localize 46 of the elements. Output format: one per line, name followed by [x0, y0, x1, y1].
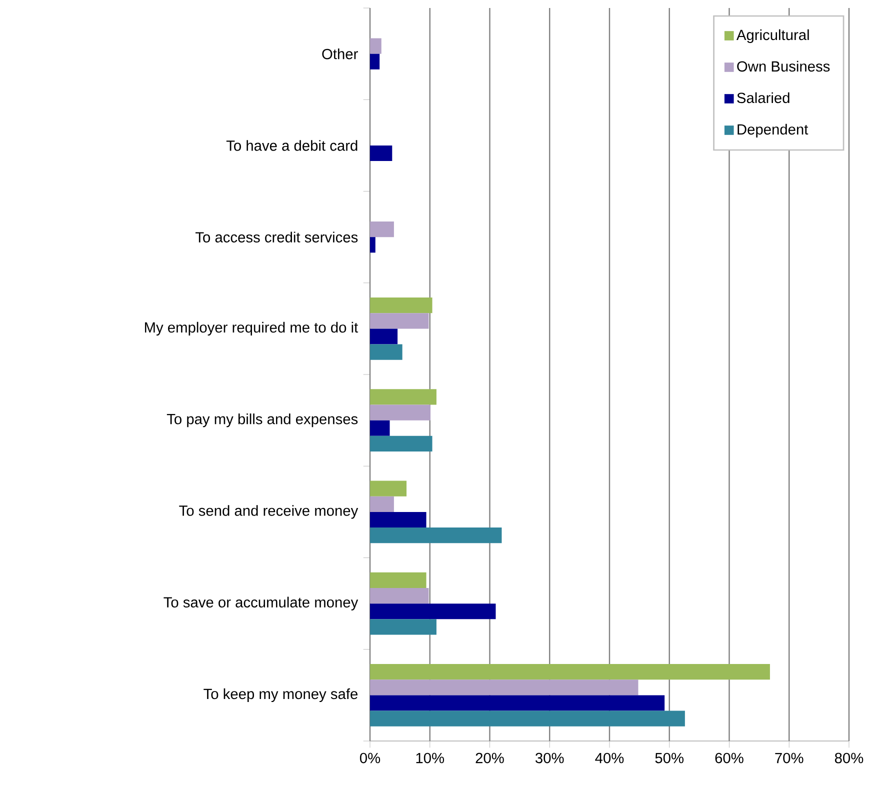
- x-tick-label: 10%: [416, 752, 444, 764]
- legend-label: Dependent: [738, 124, 808, 138]
- y-tick-label: My employer required me to do it: [145, 322, 358, 336]
- bar: [370, 480, 407, 496]
- y-tick-label: Other: [322, 48, 358, 60]
- bar: [370, 54, 380, 70]
- bar: [370, 710, 685, 726]
- bar: [370, 680, 638, 696]
- y-tick-label: To send and receive money: [179, 505, 358, 519]
- bar: [370, 436, 432, 452]
- bar: [370, 38, 382, 54]
- x-tick-label: 50%: [655, 752, 684, 764]
- bar: [370, 619, 436, 635]
- legend-label: Agricultural: [736, 29, 809, 43]
- y-tick-label: To access credit services: [195, 232, 358, 242]
- bar: [370, 604, 496, 620]
- bar: [370, 664, 770, 680]
- x-tick-label: 80%: [834, 752, 864, 764]
- bar: [370, 420, 390, 436]
- y-tick-label: To save or accumulate money: [164, 596, 358, 610]
- x-tick-label: 60%: [715, 752, 744, 764]
- x-tick-label: 0%: [360, 752, 380, 764]
- bar: [370, 298, 432, 314]
- bar: [370, 237, 376, 253]
- bar: [370, 695, 665, 711]
- x-tick-label: 70%: [775, 752, 804, 764]
- bar: [370, 145, 392, 162]
- bar: [370, 588, 429, 604]
- y-tick-label: To have a debit card: [226, 140, 358, 151]
- y-tick-label: To keep my money safe: [204, 688, 358, 702]
- x-tick-label: 20%: [476, 752, 504, 764]
- bar: [370, 528, 502, 544]
- bar: [370, 404, 430, 420]
- bar: [370, 328, 398, 344]
- bar: [370, 313, 429, 329]
- y-tick-label: To pay my bills and expenses: [166, 413, 358, 428]
- x-tick-label: 30%: [536, 752, 564, 764]
- x-tick-label: 40%: [595, 752, 624, 764]
- bar: [370, 344, 402, 360]
- bar: [370, 572, 426, 588]
- bar: [370, 512, 426, 528]
- legend-label: Own Business: [737, 60, 830, 72]
- legend-label: Salaried: [737, 92, 790, 104]
- bar: [370, 222, 394, 238]
- bar: [370, 496, 394, 512]
- bar: [370, 389, 436, 405]
